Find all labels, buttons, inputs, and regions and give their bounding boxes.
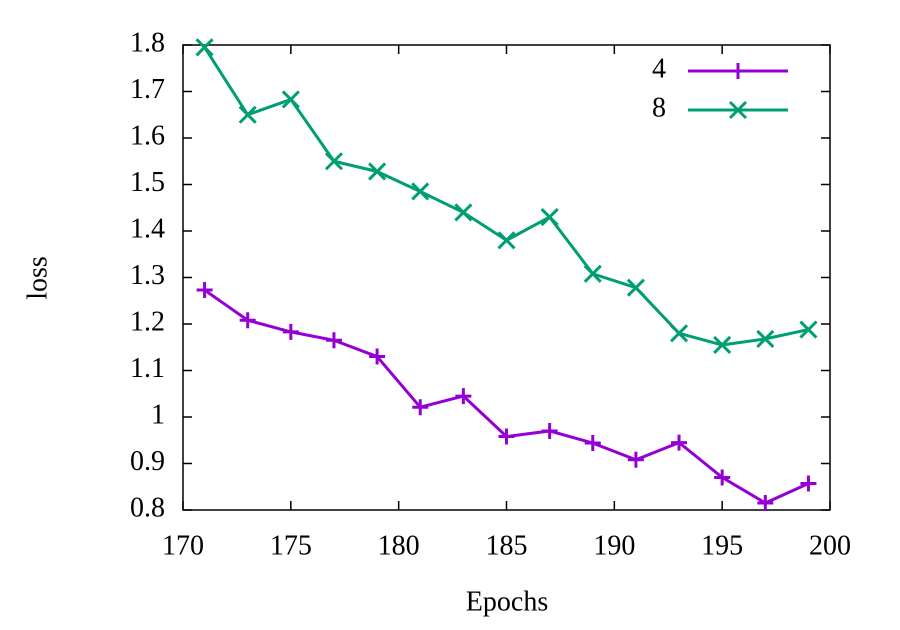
- y-tick-label: 1: [151, 399, 165, 430]
- marker: [627, 451, 644, 468]
- marker: [196, 282, 213, 299]
- series-line: [203, 288, 810, 505]
- marker: [584, 435, 601, 452]
- y-tick-label: 1.7: [130, 74, 165, 105]
- marker: [669, 324, 689, 343]
- marker: [454, 203, 473, 222]
- y-tick-label: 1.1: [130, 353, 165, 384]
- marker: [799, 320, 818, 339]
- x-tick-label: 190: [593, 530, 635, 561]
- marker: [800, 475, 817, 492]
- marker: [412, 399, 429, 416]
- legend-marker: [730, 63, 746, 79]
- x-tick-label: 170: [162, 530, 204, 561]
- marker: [540, 207, 559, 227]
- y-tick-label: 1.5: [130, 167, 165, 198]
- marker: [324, 152, 344, 171]
- marker: [497, 231, 516, 250]
- marker: [411, 182, 430, 201]
- x-tick-label: 175: [270, 530, 312, 561]
- marker: [756, 329, 775, 348]
- marker: [325, 332, 342, 349]
- marker: [541, 422, 558, 439]
- y-tick-label: 0.8: [130, 492, 165, 523]
- marker: [498, 428, 515, 445]
- y-tick-label: 1.3: [130, 260, 165, 291]
- x-tick-label: 195: [701, 530, 743, 561]
- y-tick-label: 1.6: [130, 120, 165, 151]
- marker: [757, 495, 774, 512]
- marker: [713, 335, 732, 354]
- marker: [239, 312, 256, 329]
- legend-label: 4: [652, 53, 666, 84]
- marker: [626, 278, 645, 297]
- y-tick-label: 1.4: [130, 213, 165, 244]
- y-axis-label: loss: [22, 256, 53, 300]
- series-line: [203, 46, 809, 347]
- marker: [282, 323, 299, 340]
- x-tick-label: 185: [486, 530, 528, 561]
- y-tick-label: 0.9: [130, 446, 165, 477]
- marker: [671, 434, 688, 451]
- y-tick-label: 1.8: [130, 27, 165, 58]
- marker: [281, 90, 300, 109]
- marker: [369, 348, 386, 365]
- y-tick-label: 1.2: [130, 306, 165, 337]
- marker: [455, 388, 472, 405]
- plot-border: [182, 44, 831, 511]
- marker: [368, 162, 387, 181]
- marker: [238, 105, 257, 124]
- marker: [714, 469, 731, 486]
- marker: [195, 38, 214, 57]
- x-tick-label: 200: [809, 530, 851, 561]
- legend-marker: [728, 100, 748, 120]
- marker: [583, 264, 602, 283]
- x-tick-label: 180: [378, 530, 420, 561]
- legend-label: 8: [652, 92, 666, 123]
- x-axis-label: Epochs: [466, 586, 548, 617]
